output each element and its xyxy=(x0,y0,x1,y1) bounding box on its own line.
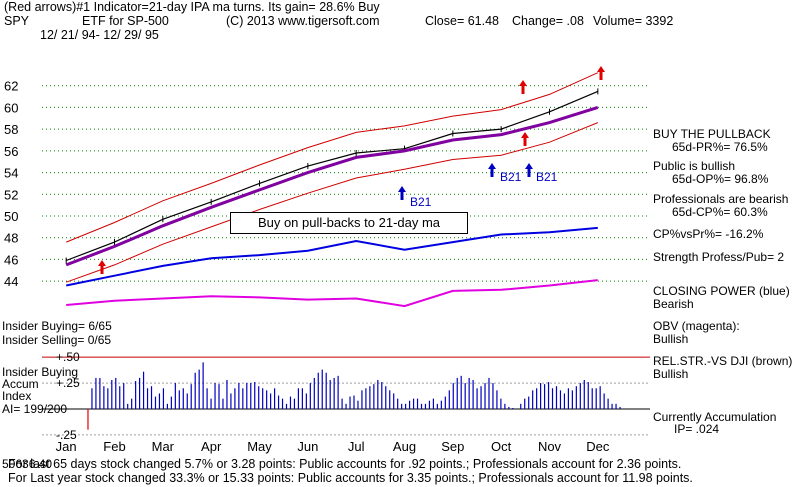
red-buy-arrow-oct xyxy=(521,132,529,146)
red-buy-arrow-jan xyxy=(98,260,106,274)
signal-b21-oct: B21 xyxy=(536,170,558,184)
symbol-label: SPY xyxy=(4,14,30,28)
y-tick-56: 56 xyxy=(4,144,18,159)
blue-signal-arrow-aug xyxy=(398,186,406,200)
op-pct: 65d-OP%= 96.8% xyxy=(672,172,769,186)
signal-markers xyxy=(98,66,605,274)
y-tick-50: 50 xyxy=(4,209,18,224)
blue-signal-arrow-oct xyxy=(525,163,533,177)
pr-pct: 65d-PR%= 76.5% xyxy=(672,140,768,154)
series-21-day-ma xyxy=(65,105,599,267)
accum-tick-0: +.50 xyxy=(56,350,80,364)
y-tick-48: 48 xyxy=(4,231,18,246)
series-obv xyxy=(66,279,598,308)
x-tick-Nov: Nov xyxy=(538,439,562,454)
signal-b21-sep: B21 xyxy=(500,170,522,184)
professionals-status: Professionals are bearish xyxy=(653,192,789,206)
series-lower-band xyxy=(66,122,598,283)
cp-vs-pr: CP%vsPr%= -16.2% xyxy=(653,227,764,241)
y-tick-54: 54 xyxy=(4,166,18,181)
red-buy-arrow-dec xyxy=(597,66,605,80)
volume-value: Volume= 3392 xyxy=(593,14,674,28)
close-value: Close= 61.48 xyxy=(425,14,500,28)
y-axis-ticks: 44 46 48 50 52 54 56 58 60 62 xyxy=(4,79,18,289)
x-tick-Oct: Oct xyxy=(491,439,512,454)
relstr-status: Bullish xyxy=(653,367,689,381)
copyright-label: (C) 2013 www.tigersoft.com xyxy=(226,14,380,28)
insider-buying: Insider Buying= 6/65 xyxy=(2,319,112,333)
indicator-header: (Red arrows)#1 Indicator=21-day IPA ma t… xyxy=(4,0,380,14)
x-tick-Aug: Aug xyxy=(393,439,416,454)
x-tick-Feb: Feb xyxy=(103,439,125,454)
footer-65day: For last 65 days stock changed 5.7% or 3… xyxy=(8,457,682,471)
closing-power-label: CLOSING POWER (blue) xyxy=(653,284,790,298)
obv-label: OBV (magenta): xyxy=(653,319,740,333)
x-tick-Sep: Sep xyxy=(441,439,464,454)
series-upper-band xyxy=(66,72,599,243)
x-tick-Apr: Apr xyxy=(201,439,222,454)
series-closing-power xyxy=(66,226,598,287)
footer-year: For Last year stock changed 33.3% or 15.… xyxy=(8,471,693,485)
accum-now: Currently Accumulation xyxy=(653,410,777,424)
relstr-label: REL.STR.-VS DJI (brown) xyxy=(653,354,792,368)
blue-signal-arrow-sep xyxy=(488,163,496,177)
accum-title-2: Accum xyxy=(2,377,39,391)
y-tick-44: 44 xyxy=(4,274,18,289)
accum-tick-1: +.25 xyxy=(56,376,80,390)
y-tick-52: 52 xyxy=(4,187,18,202)
signal-b21-aug: B21 xyxy=(410,195,432,209)
etf-label: ETF for SP-500 xyxy=(82,14,169,28)
ip-value: IP= .024 xyxy=(674,422,720,436)
x-tick-Jan: Jan xyxy=(56,439,77,454)
public-status: Public is bullish xyxy=(653,159,736,173)
x-tick-Dec: Dec xyxy=(586,439,610,454)
accum-index-bars xyxy=(87,362,621,430)
ai-value: AI= 199/200 xyxy=(2,402,68,416)
stray-label: 50636.40 xyxy=(2,457,53,471)
y-tick-46: 46 xyxy=(4,252,18,267)
series-spy-close xyxy=(65,90,599,262)
buy-pullback: BUY THE PULLBACK xyxy=(653,127,771,141)
red-buy-arrow-oct-high xyxy=(519,80,527,94)
y-tick-60: 60 xyxy=(4,100,18,115)
strength-ratio: Strength Profess/Pub= 2 xyxy=(653,250,785,264)
y-tick-58: 58 xyxy=(4,122,18,137)
accum-title-1: Insider Buying xyxy=(2,365,79,379)
accum-title-3: Index xyxy=(2,389,32,403)
x-tick-Jun: Jun xyxy=(297,439,318,454)
y-tick-62: 62 xyxy=(4,79,18,94)
price-gridlines xyxy=(42,85,650,282)
accum-reference-lines: +.50 +.25 -.25 xyxy=(42,350,650,442)
cp-pct: 65d-CP%= 60.3% xyxy=(672,205,768,219)
date-range: 12/ 21/ 94- 12/ 29/ 95 xyxy=(40,28,159,42)
pullback-callout: Buy on pull-backs to 21-day ma xyxy=(230,212,468,234)
insider-selling: Insider Selling= 0/65 xyxy=(2,333,112,347)
x-axis-months: Jan Feb Mar Apr May Jun Jul Aug Sep Oct Nov Dec xyxy=(56,439,610,454)
accum-tick-2: -.25 xyxy=(56,428,77,442)
x-tick-Jul: Jul xyxy=(348,439,365,454)
x-tick-May: May xyxy=(247,439,272,454)
price-series xyxy=(65,72,599,308)
obv-status: Bullish xyxy=(653,332,689,346)
closing-power-status: Bearish xyxy=(653,297,694,311)
change-value: Change= .08 xyxy=(512,14,584,28)
x-tick-Mar: Mar xyxy=(152,439,175,454)
